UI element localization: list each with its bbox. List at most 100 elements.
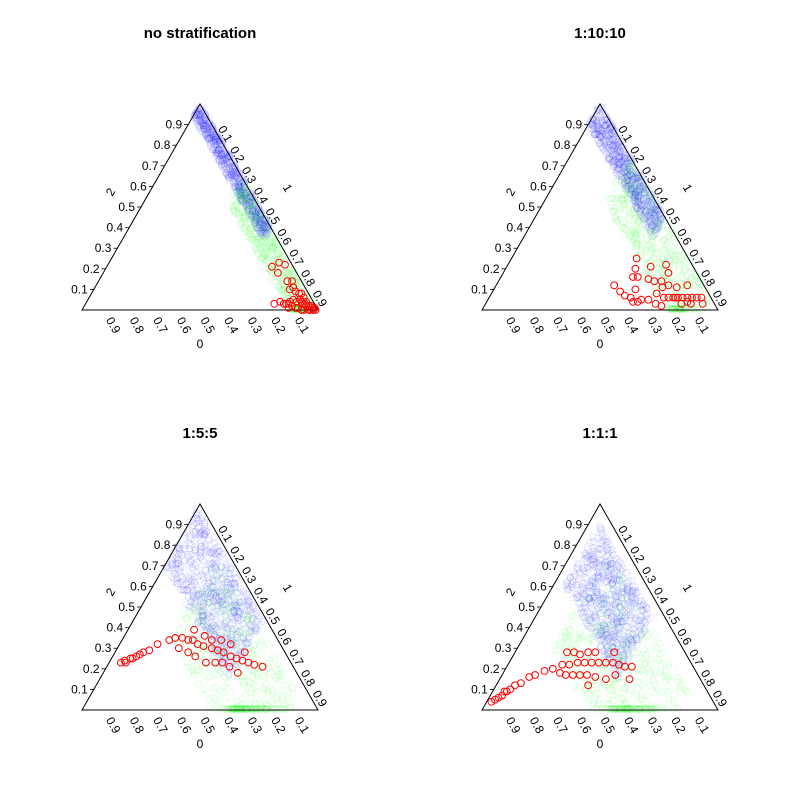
cloud-point-blue: [244, 203, 252, 211]
cloud-point-green: [243, 194, 251, 202]
cloud-point-blue: [198, 117, 206, 125]
cloud-point-blue: [222, 157, 231, 165]
cloud-point-blue: [249, 193, 257, 201]
cloud-point-blue: [259, 219, 267, 227]
cloud-point-blue: [222, 170, 230, 178]
cloud-point-green: [242, 202, 250, 210]
cloud-point-blue: [245, 188, 253, 196]
cloud-point-green: [268, 270, 276, 278]
cloud-point-blue: [235, 179, 243, 187]
cloud-point-blue: [255, 203, 263, 211]
cloud-point-blue: [210, 141, 218, 149]
cloud-point-blue: [234, 167, 242, 175]
cloud-point-green: [250, 234, 258, 242]
cloud-point-blue: [198, 127, 206, 135]
cloud-point-blue: [233, 184, 241, 193]
cloud-point-blue: [206, 139, 214, 147]
cloud-point-green: [234, 204, 242, 212]
cloud-point-green: [282, 291, 290, 299]
cloud-point-green: [240, 668, 248, 676]
cloud-point-blue: [237, 188, 245, 196]
observed-point: [644, 295, 653, 304]
cloud-point-blue: [238, 196, 247, 204]
cloud-point-blue: [195, 124, 204, 132]
tick-label-right: 0.8: [698, 267, 719, 289]
cloud-point-blue: [203, 132, 211, 140]
cloud-point-blue: [263, 225, 271, 233]
cloud-point-green: [200, 685, 208, 693]
cloud-point-blue: [229, 169, 238, 178]
cloud-point-blue: [219, 140, 227, 148]
cloud-point-blue: [195, 117, 203, 125]
cloud-point-green: [276, 267, 285, 275]
cloud-point-blue: [252, 216, 261, 224]
cloud-point-green: [276, 281, 284, 289]
cloud-point-blue: [236, 190, 244, 198]
cloud-point-blue: [255, 227, 263, 235]
cloud-point-green: [257, 254, 265, 262]
tick-label-bottom: 0.4: [221, 315, 242, 337]
cloud-point-blue: [244, 207, 252, 215]
cloud-point-blue: [237, 172, 245, 180]
cloud-point-blue: [199, 121, 207, 129]
cloud-point-blue: [228, 165, 236, 174]
cloud-point-blue: [254, 216, 262, 225]
cloud-point-blue: [231, 182, 239, 190]
observed-point: [610, 281, 619, 290]
cloud-point-blue: [228, 164, 236, 172]
cloud-point-blue: [244, 206, 252, 214]
cloud-point-blue: [262, 227, 270, 235]
cloud-point-blue: [214, 151, 222, 159]
cloud-point-blue: [250, 212, 258, 220]
cloud-point-blue: [252, 208, 260, 216]
observed-point: [145, 646, 154, 655]
cloud-point-blue: [218, 142, 226, 150]
cloud-point-blue: [242, 200, 251, 208]
cloud-point-blue: [237, 192, 245, 200]
cloud-point-green: [255, 213, 263, 221]
cloud-point-green: [263, 244, 271, 252]
cloud-point-blue: [218, 151, 226, 159]
cloud-point-blue: [229, 173, 237, 181]
cloud-point-blue: [223, 169, 231, 177]
cloud-point-blue: [224, 158, 233, 167]
cloud-point-blue: [199, 116, 207, 124]
cloud-point-blue: [206, 133, 214, 141]
cloud-point-blue: [237, 187, 246, 195]
cloud-point-blue: [204, 131, 212, 139]
cloud-point-blue: [202, 131, 210, 139]
cloud-point-blue: [262, 224, 270, 232]
cloud-point-green: [246, 234, 254, 242]
cloud-point-blue: [251, 213, 259, 221]
cloud-point-blue: [192, 110, 200, 118]
cloud-point-blue: [248, 208, 256, 216]
cloud-point-blue: [246, 195, 254, 203]
cloud-point-green: [289, 279, 297, 287]
tick-label-left: 0.8: [154, 138, 171, 152]
cloud-point-green: [254, 216, 262, 224]
cloud-point-green: [278, 279, 286, 287]
cloud-point-green: [600, 197, 608, 205]
tick-label-bottom: 0.8: [127, 315, 148, 337]
cloud-point-blue: [212, 138, 220, 146]
cloud-point-blue: [230, 178, 238, 186]
cloud-point-blue: [234, 191, 243, 199]
cloud-point-blue: [220, 149, 228, 157]
cloud-point-blue: [214, 149, 222, 157]
cloud-point-green: [236, 196, 244, 204]
cloud-point-blue: [192, 114, 200, 122]
cloud-point-blue: [198, 127, 206, 135]
cloud-point-blue: [237, 186, 245, 194]
cloud-point-blue: [228, 157, 236, 166]
cloud-point-green: [195, 680, 203, 688]
cloud-point-blue: [238, 196, 246, 204]
tick-label-right: 0.2: [227, 544, 248, 566]
cloud-point-blue: [204, 135, 212, 143]
cloud-point-blue: [248, 207, 256, 216]
cloud-point-green: [175, 625, 183, 633]
cloud-point-blue: [209, 125, 217, 133]
cloud-point-green: [634, 685, 642, 693]
cloud-point-blue: [220, 161, 229, 169]
cloud-point-blue: [253, 223, 262, 231]
cloud-point-blue: [202, 121, 210, 129]
